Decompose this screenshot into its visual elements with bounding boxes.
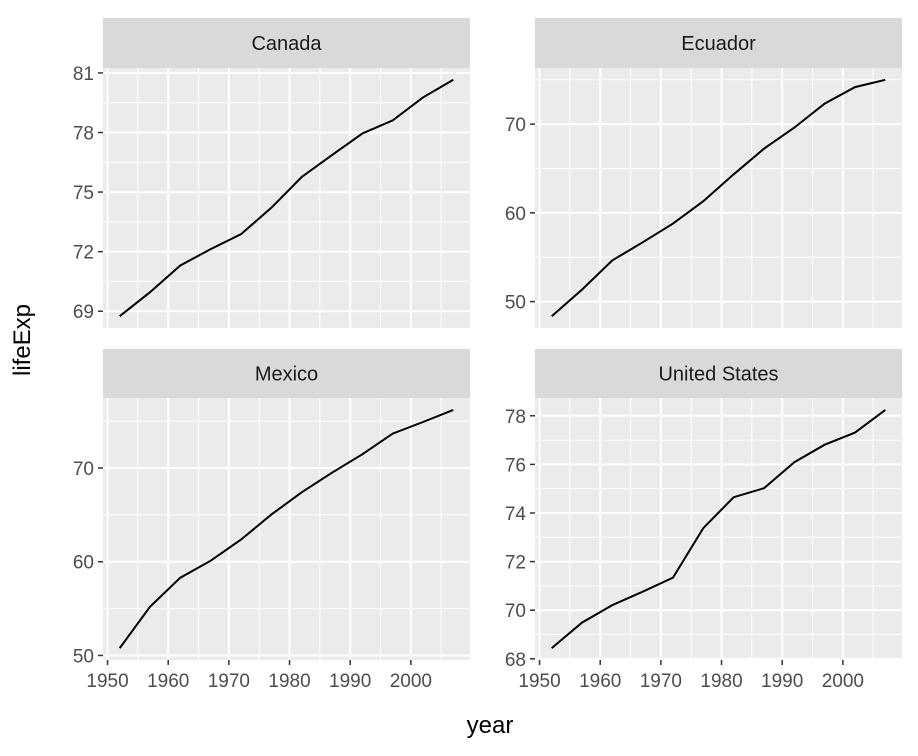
strip-background bbox=[103, 349, 470, 398]
strip-label: Mexico bbox=[255, 364, 318, 386]
y-tick-label: 70 bbox=[73, 459, 94, 480]
strip-background bbox=[535, 349, 902, 398]
series-line bbox=[118, 408, 454, 649]
panel-canada: Canada 69 72 75 78 81 bbox=[73, 18, 470, 328]
y-tick-label: 60 bbox=[505, 204, 526, 225]
x-tick-label: 1950 bbox=[86, 671, 128, 692]
y-tick-label: 81 bbox=[73, 64, 94, 85]
x-tick-label: 1990 bbox=[761, 671, 803, 692]
strip-background bbox=[535, 18, 902, 68]
series-line bbox=[551, 78, 886, 317]
y-tick-label: 74 bbox=[505, 504, 527, 525]
panel-ecuador: Ecuador 50 60 70 bbox=[505, 18, 902, 328]
y-tick-label: 75 bbox=[73, 183, 94, 204]
strip-label: Ecuador bbox=[681, 33, 756, 55]
panel-background bbox=[535, 398, 902, 660]
y-tick-label: 78 bbox=[73, 124, 94, 145]
y-tick-label: 69 bbox=[73, 302, 94, 323]
y-tick-label: 50 bbox=[505, 293, 526, 314]
y-tick-label: 78 bbox=[505, 407, 526, 428]
strip-label: United States bbox=[658, 364, 778, 386]
y-tick-label: 76 bbox=[505, 455, 526, 476]
x-tick-label: 1960 bbox=[147, 671, 189, 692]
panel-background bbox=[103, 68, 470, 328]
y-tick-label: 70 bbox=[505, 115, 526, 136]
x-tick-label: 1970 bbox=[208, 671, 250, 692]
y-tick-label: 68 bbox=[505, 650, 526, 671]
x-tick-label: 1980 bbox=[268, 671, 310, 692]
series-line bbox=[551, 409, 886, 649]
x-tick-label: 1960 bbox=[579, 671, 621, 692]
strip-label: Canada bbox=[251, 33, 322, 55]
y-tick-label: 72 bbox=[505, 553, 526, 574]
y-tick-label: 72 bbox=[73, 243, 94, 264]
x-tick-label: 1970 bbox=[640, 671, 682, 692]
x-tick-label: 1990 bbox=[329, 671, 371, 692]
panel-background bbox=[103, 398, 470, 660]
x-tick-label: 1980 bbox=[700, 671, 742, 692]
y-tick-label: 70 bbox=[505, 601, 526, 622]
panel-mexico: Mexico 50 60 70 1950 1960 1970 1980 1990 2000 bbox=[73, 349, 470, 692]
panel-united-states: United States 68 70 72 74 76 78 1950 1960 1970 198… bbox=[505, 349, 902, 692]
x-tick-label: 2000 bbox=[822, 671, 864, 692]
y-tick-label: 60 bbox=[73, 553, 94, 574]
x-tick-label: 1950 bbox=[518, 671, 560, 692]
y-axis-title: lifeExp bbox=[9, 304, 36, 376]
x-axis-title: year bbox=[467, 712, 514, 739]
panel-background bbox=[535, 68, 902, 328]
y-tick-label: 50 bbox=[73, 646, 94, 667]
x-tick-label: 2000 bbox=[390, 671, 432, 692]
strip-background bbox=[103, 18, 470, 68]
series-line bbox=[119, 78, 454, 317]
